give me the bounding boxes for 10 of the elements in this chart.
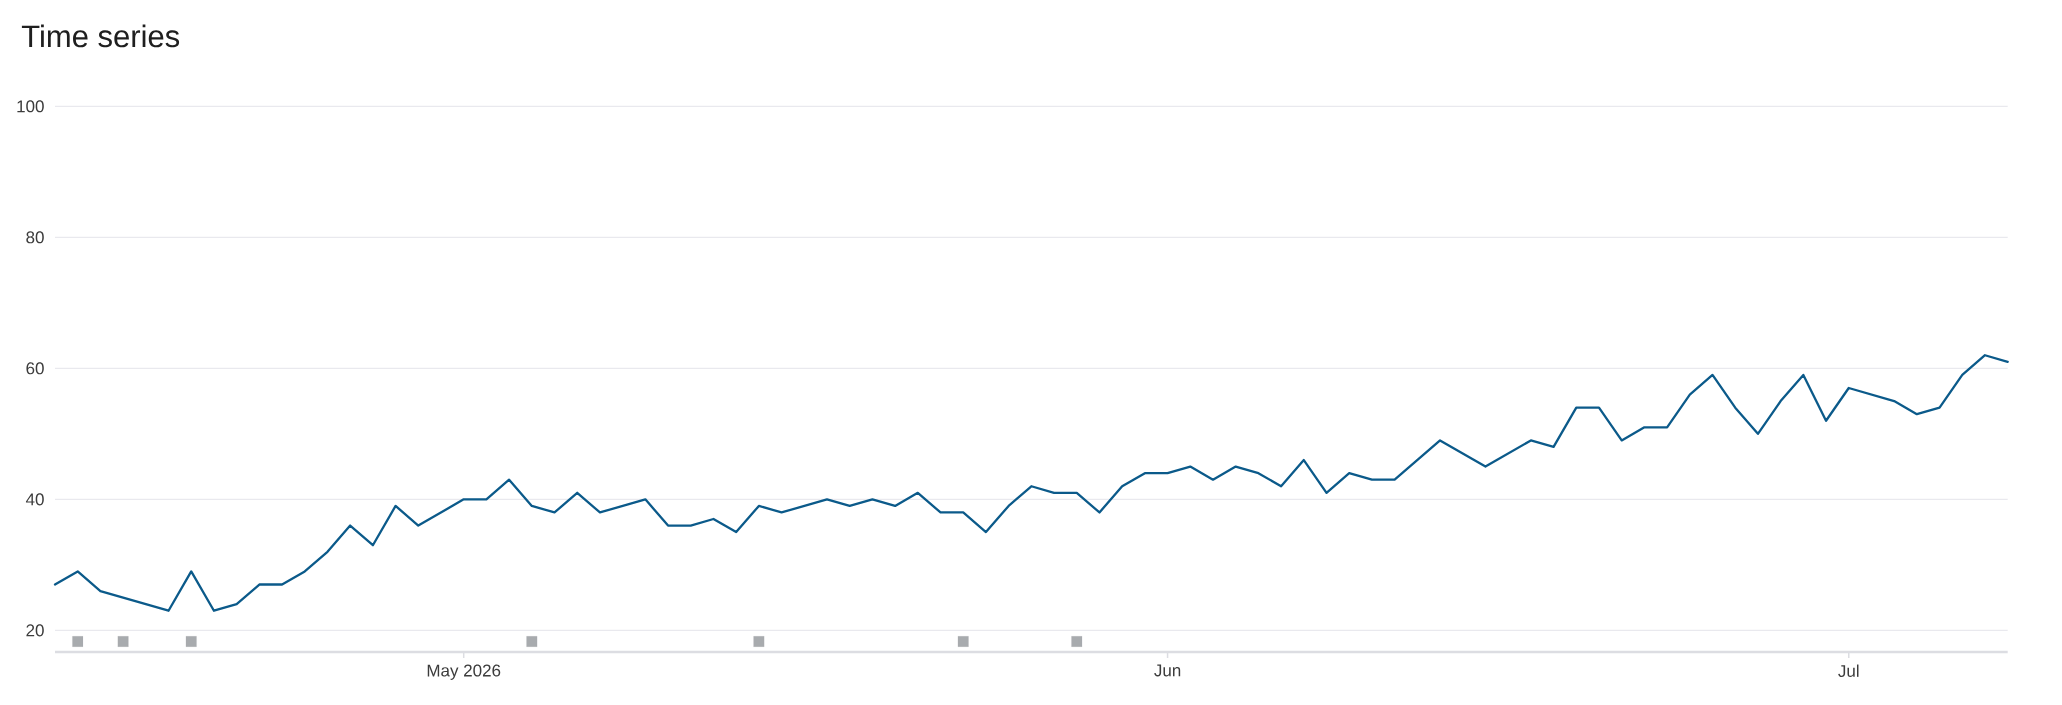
x-tick-label: May 2026 xyxy=(427,664,501,680)
line-series xyxy=(53,354,2009,612)
y-tick-label: 40 xyxy=(25,493,44,506)
y-tick-label: 20 xyxy=(26,624,44,637)
chart-title: Time series xyxy=(21,24,180,48)
x-tick-label: Jun xyxy=(1154,664,1181,677)
y-tick-label: 60 xyxy=(26,362,44,375)
x-tick-label: Jul xyxy=(1838,664,1859,678)
y-tick-label: 80 xyxy=(26,231,44,244)
y-tick-label: 100 xyxy=(17,100,44,113)
